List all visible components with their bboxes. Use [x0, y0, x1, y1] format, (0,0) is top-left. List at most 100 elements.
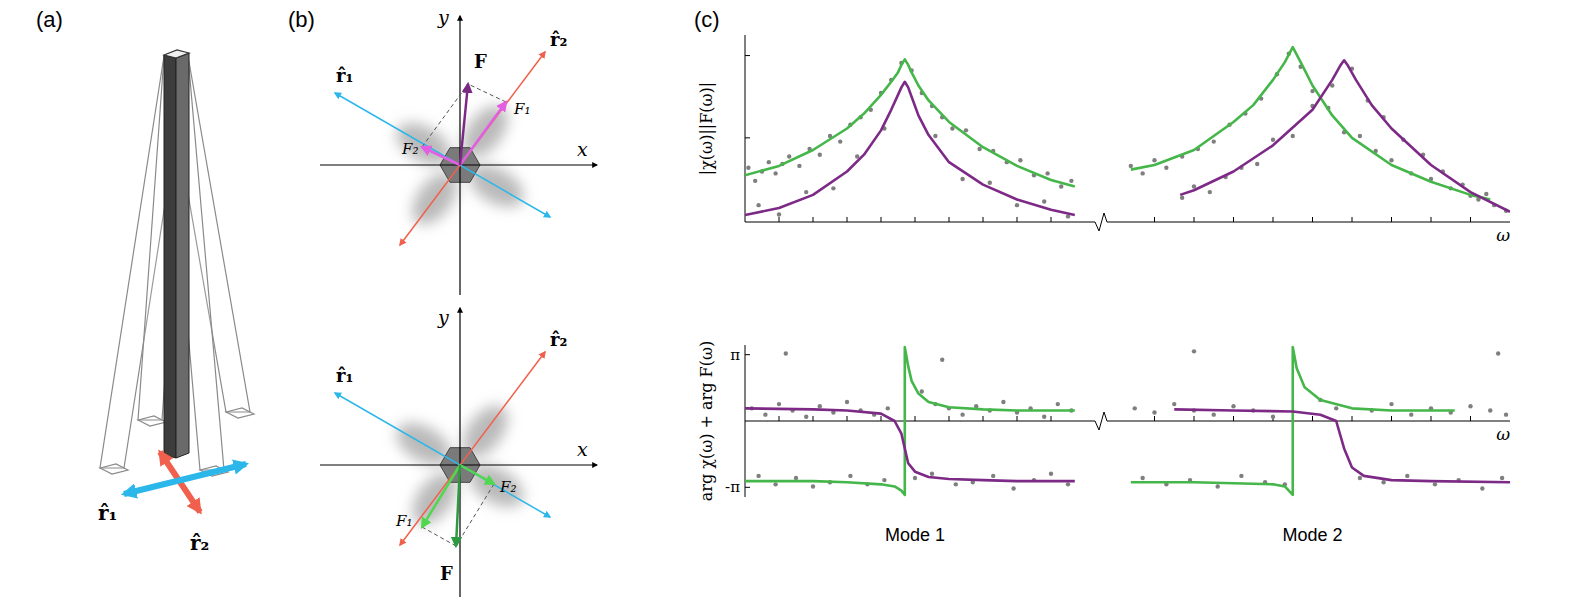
component-label: F₂ — [499, 478, 516, 496]
x-tick — [779, 416, 780, 421]
data-point — [1255, 162, 1259, 166]
direction-label: r̂₂ — [550, 329, 567, 350]
data-point — [1059, 184, 1063, 188]
data-point — [1389, 158, 1393, 162]
data-point — [1140, 476, 1144, 480]
component-label: F₁ — [513, 100, 530, 118]
data-point — [773, 171, 777, 175]
data-point — [763, 412, 767, 416]
x-tick — [1154, 416, 1155, 421]
background — [0, 0, 1584, 613]
component-label: F₁ — [395, 512, 412, 530]
x-tick — [847, 416, 848, 421]
data-point — [848, 474, 852, 478]
axes: π-πarg χ(ω) + arg F(ω)Mode 1 — [697, 341, 1085, 545]
x-tick — [1233, 416, 1234, 421]
x-tick — [1017, 217, 1018, 222]
data-point — [1015, 203, 1019, 207]
data-point — [960, 412, 964, 416]
force-diagram: xyr̂₁r̂₂FF₁F₂ — [320, 6, 597, 295]
x-tick — [881, 416, 882, 421]
axis-label: r̂₁ — [98, 501, 117, 525]
r1-direction — [335, 93, 550, 217]
data-point — [838, 139, 842, 143]
axis-label: r̂₂ — [190, 531, 209, 555]
direction-label: r̂₂ — [550, 29, 567, 50]
data-point — [1405, 474, 1409, 478]
panel-label: (c) — [694, 7, 720, 32]
plot-data — [745, 59, 1075, 218]
r2-direction — [400, 52, 545, 245]
parallelogram-line — [422, 84, 468, 147]
x-tick — [1470, 416, 1471, 421]
data-point — [1066, 482, 1070, 486]
plot-data — [1131, 347, 1510, 495]
panel-label: (b) — [288, 7, 315, 32]
data-point — [1291, 134, 1295, 138]
data-point — [1389, 402, 1393, 406]
data-point — [1212, 139, 1216, 143]
axis-break — [1085, 213, 1115, 231]
data-point — [1140, 171, 1144, 175]
data-point — [1208, 190, 1212, 194]
r1-direction — [335, 393, 550, 517]
deflected-pillar-end — [138, 416, 166, 426]
deflected-pillar — [164, 56, 224, 470]
data-point — [811, 484, 815, 488]
data-point — [1172, 402, 1176, 406]
response-curve — [1131, 347, 1455, 495]
data-point — [1192, 184, 1196, 188]
data-point — [818, 404, 822, 408]
data-point — [753, 179, 757, 183]
data-point — [797, 164, 801, 168]
data-point — [1049, 472, 1053, 476]
data-point — [1152, 158, 1156, 162]
data-point — [977, 147, 981, 151]
x-tick — [915, 217, 916, 222]
data-point — [988, 181, 992, 185]
direction-label: r̂₁ — [336, 65, 353, 86]
y-axis-title: |χ(ω)||F(ω)| — [697, 82, 716, 175]
data-point — [767, 160, 771, 164]
data-point — [787, 154, 791, 158]
x-tick — [1051, 416, 1052, 421]
component-label: F₂ — [401, 140, 418, 158]
data-point — [1381, 480, 1385, 484]
figure: (a)(b)(c)r̂₁r̂₂xyr̂₁r̂₂FF₁F₂xyr̂₁r̂₂FF₁F… — [0, 0, 1584, 613]
panel-label: (a) — [36, 7, 63, 32]
data-point — [1042, 415, 1046, 419]
plot-data — [1129, 47, 1510, 213]
x-tick — [1391, 217, 1392, 222]
data-point — [1480, 486, 1484, 490]
response-curve — [1131, 47, 1490, 199]
x-tick — [1194, 416, 1195, 421]
data-point — [954, 482, 958, 486]
y-tick — [745, 137, 750, 138]
x-tick — [983, 217, 984, 222]
data-point — [920, 389, 924, 393]
data-point — [777, 402, 781, 406]
data-point — [1001, 400, 1005, 404]
data-point — [1409, 412, 1413, 416]
x-tick — [1194, 217, 1195, 222]
data-point — [1433, 482, 1437, 486]
response-curve — [1174, 409, 1510, 482]
y-tick-label: -π — [725, 478, 740, 496]
data-point — [794, 476, 798, 480]
x-tick — [1051, 217, 1052, 222]
response-curve — [745, 59, 1075, 186]
data-point — [804, 415, 808, 419]
data-point — [756, 203, 760, 207]
response-curve — [745, 347, 1075, 495]
y-tick — [745, 487, 750, 488]
data-point — [1468, 404, 1472, 408]
force-component — [422, 147, 460, 165]
y-tick — [745, 354, 750, 355]
x-tick — [1154, 217, 1155, 222]
y-axis — [459, 308, 460, 597]
data-point — [1500, 476, 1504, 480]
data-point — [818, 152, 822, 156]
data-point — [831, 186, 835, 190]
pillar-top — [164, 50, 189, 58]
data-point — [1271, 138, 1275, 142]
